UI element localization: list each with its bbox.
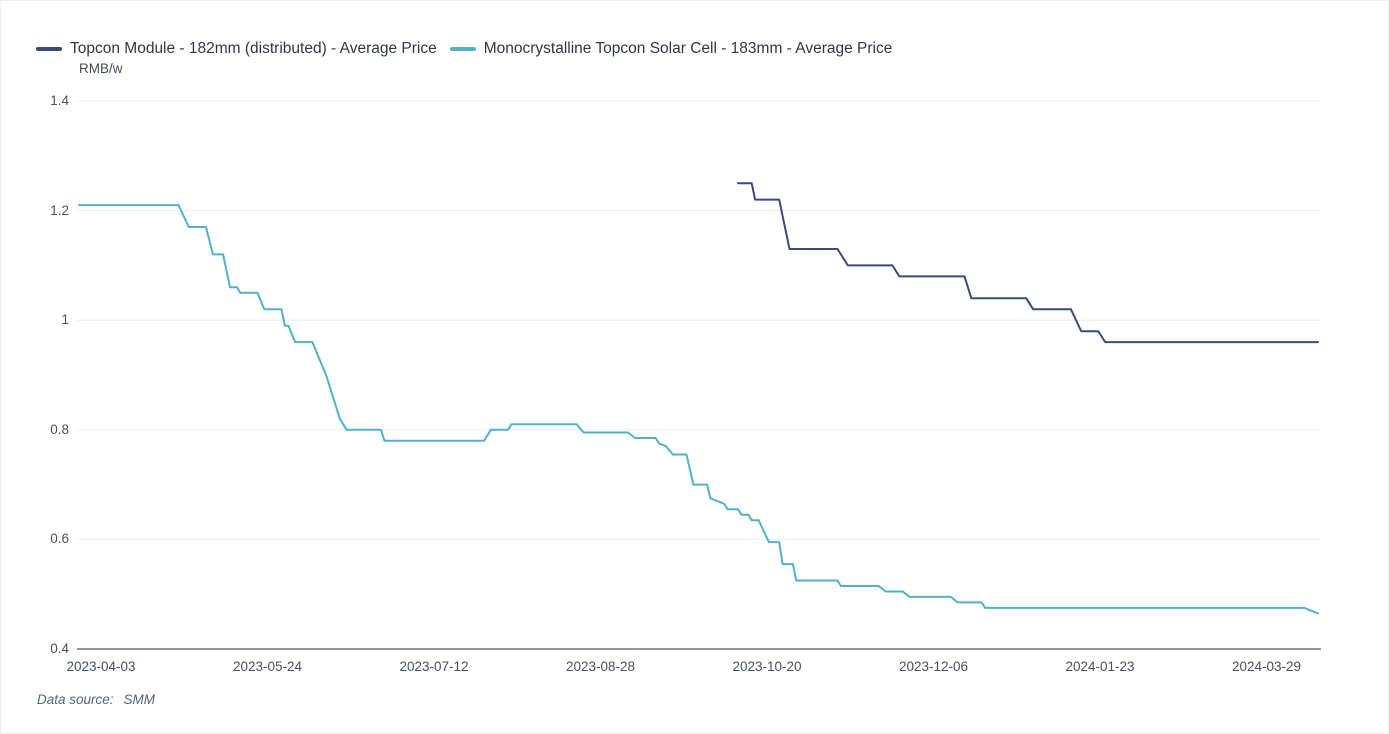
x-axis-tick-label: 2023-12-06	[898, 659, 969, 674]
data-source-value: SMM	[123, 692, 156, 707]
data-source-label: Data source:	[37, 692, 114, 707]
series-line-icon	[36, 47, 62, 51]
x-axis-tick-label: 2023-10-20	[732, 659, 802, 674]
legend-label: Monocrystalline Topcon Solar Cell - 183m…	[483, 40, 893, 57]
x-axis-tick-label: 2024-01-23	[1065, 659, 1135, 674]
series-line-icon	[449, 47, 476, 51]
y-axis-tick-label: 0.6	[50, 531, 69, 547]
y-axis-tick-label: 1.4	[50, 93, 69, 108]
y-axis-tick-label: 0.8	[50, 421, 69, 437]
series-line	[737, 182, 1319, 344]
data-source-note: Data source: SMM	[37, 692, 155, 707]
legend-label: Topcon Module - 182mm (distributed) - Av…	[70, 40, 437, 57]
x-axis-tick-label: 2023-05-24	[232, 659, 303, 674]
x-axis-tick-label: 2023-04-03	[66, 659, 136, 674]
x-axis-tick-label: 2024-03-29	[1231, 659, 1302, 674]
chart-legend: Topcon Module - 182mm (distributed) - Av…	[36, 38, 892, 60]
legend-item-mono-cell[interactable]: Monocrystalline Topcon Solar Cell - 183m…	[449, 38, 893, 60]
y-axis-tick-label: 1.2	[50, 202, 69, 218]
series-line	[78, 204, 1319, 615]
x-axis-tick-label: 2023-07-12	[399, 659, 469, 674]
y-axis-tick-label: 0.4	[50, 641, 69, 656]
y-axis-tick-label: 1	[61, 312, 69, 328]
x-axis-tick-label: 2023-08-28	[565, 659, 636, 674]
legend-item-topcon-module[interactable]: Topcon Module - 182mm (distributed) - Av…	[36, 38, 437, 60]
y-axis-unit-label: RMB/w	[79, 61, 123, 76]
